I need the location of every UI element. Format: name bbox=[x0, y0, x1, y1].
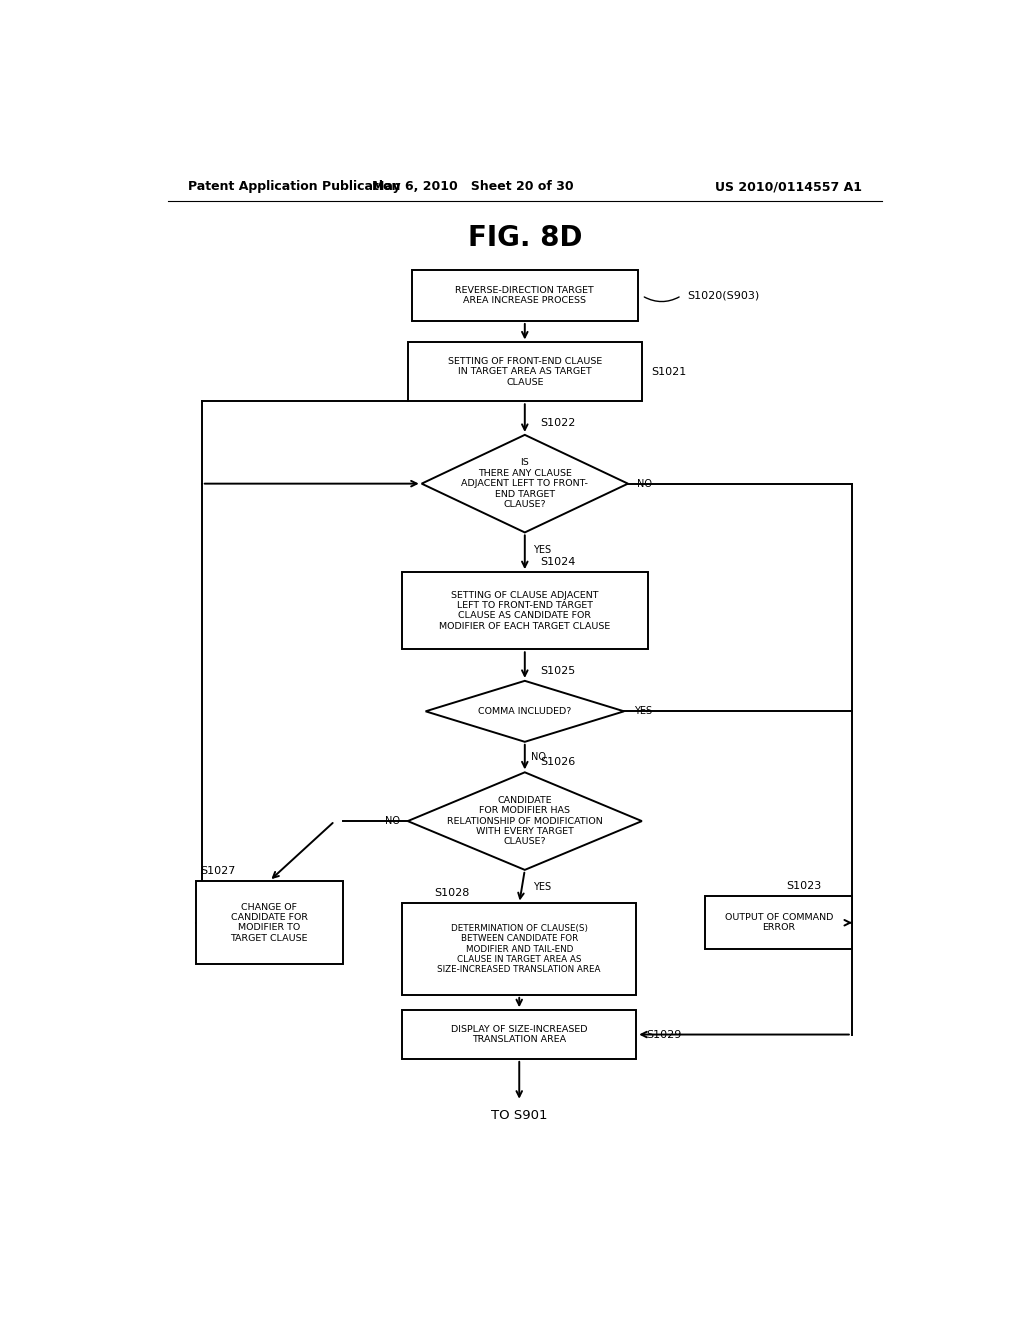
Text: FIG. 8D: FIG. 8D bbox=[468, 223, 582, 252]
Text: S1029: S1029 bbox=[646, 1030, 681, 1040]
Text: May 6, 2010   Sheet 20 of 30: May 6, 2010 Sheet 20 of 30 bbox=[373, 181, 574, 193]
Polygon shape bbox=[408, 772, 642, 870]
Text: REVERSE-DIRECTION TARGET
AREA INCREASE PROCESS: REVERSE-DIRECTION TARGET AREA INCREASE P… bbox=[456, 286, 594, 305]
Text: CANDIDATE
FOR MODIFIER HAS
RELATIONSHIP OF MODIFICATION
WITH EVERY TARGET
CLAUSE: CANDIDATE FOR MODIFIER HAS RELATIONSHIP … bbox=[446, 796, 603, 846]
Text: TO S901: TO S901 bbox=[490, 1109, 548, 1122]
Text: Patent Application Publication: Patent Application Publication bbox=[187, 181, 400, 193]
FancyBboxPatch shape bbox=[706, 896, 852, 949]
Text: COMMA INCLUDED?: COMMA INCLUDED? bbox=[478, 706, 571, 715]
Text: YES: YES bbox=[532, 545, 551, 554]
Text: CHANGE OF
CANDIDATE FOR
MODIFIER TO
TARGET CLAUSE: CHANGE OF CANDIDATE FOR MODIFIER TO TARG… bbox=[230, 903, 308, 942]
Text: NO: NO bbox=[531, 752, 546, 762]
Text: OUTPUT OF COMMAND
ERROR: OUTPUT OF COMMAND ERROR bbox=[725, 913, 833, 932]
Text: SETTING OF CLAUSE ADJACENT
LEFT TO FRONT-END TARGET
CLAUSE AS CANDIDATE FOR
MODI: SETTING OF CLAUSE ADJACENT LEFT TO FRONT… bbox=[439, 590, 610, 631]
Text: S1028: S1028 bbox=[434, 888, 469, 899]
Text: S1021: S1021 bbox=[651, 367, 687, 376]
Text: S1020(S903): S1020(S903) bbox=[687, 290, 760, 301]
Text: S1022: S1022 bbox=[541, 417, 577, 428]
Text: S1024: S1024 bbox=[541, 557, 577, 568]
Text: NO: NO bbox=[638, 479, 652, 488]
Text: YES: YES bbox=[634, 706, 651, 717]
FancyBboxPatch shape bbox=[401, 572, 648, 649]
FancyBboxPatch shape bbox=[412, 271, 638, 321]
Text: DETERMINATION OF CLAUSE(S)
BETWEEN CANDIDATE FOR
MODIFIER AND TAIL-END
CLAUSE IN: DETERMINATION OF CLAUSE(S) BETWEEN CANDI… bbox=[437, 924, 601, 974]
Text: S1025: S1025 bbox=[541, 665, 575, 676]
Text: NO: NO bbox=[385, 816, 399, 826]
FancyBboxPatch shape bbox=[402, 903, 636, 995]
Text: US 2010/0114557 A1: US 2010/0114557 A1 bbox=[715, 181, 862, 193]
Text: SETTING OF FRONT-END CLAUSE
IN TARGET AREA AS TARGET
CLAUSE: SETTING OF FRONT-END CLAUSE IN TARGET AR… bbox=[447, 356, 602, 387]
Text: S1026: S1026 bbox=[541, 758, 575, 767]
Text: IS
THERE ANY CLAUSE
ADJACENT LEFT TO FRONT-
END TARGET
CLAUSE?: IS THERE ANY CLAUSE ADJACENT LEFT TO FRO… bbox=[462, 458, 588, 510]
Text: S1023: S1023 bbox=[786, 882, 822, 891]
Text: DISPLAY OF SIZE-INCREASED
TRANSLATION AREA: DISPLAY OF SIZE-INCREASED TRANSLATION AR… bbox=[451, 1024, 588, 1044]
Text: YES: YES bbox=[532, 882, 551, 892]
FancyBboxPatch shape bbox=[196, 880, 343, 965]
FancyBboxPatch shape bbox=[402, 1010, 636, 1059]
Polygon shape bbox=[426, 681, 624, 742]
Polygon shape bbox=[422, 434, 628, 532]
FancyBboxPatch shape bbox=[408, 342, 642, 401]
Text: S1027: S1027 bbox=[200, 866, 236, 876]
